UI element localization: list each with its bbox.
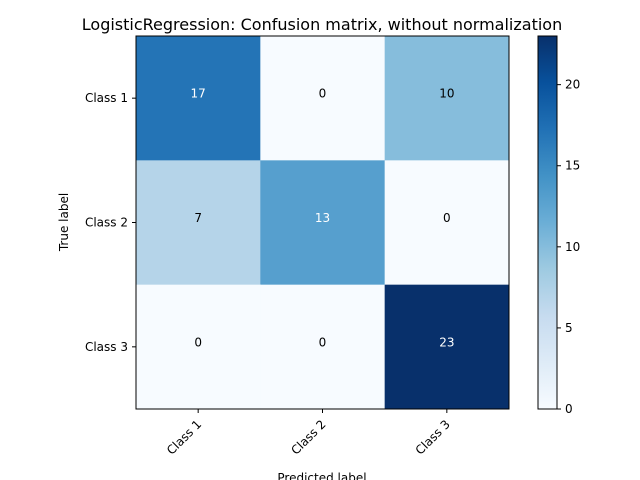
x-tick-label: Class 1 [164,417,204,457]
colorbar-tick-label: 15 [565,159,580,173]
y-tick-label: Class 3 [85,340,128,354]
heatmap-cells [136,36,510,410]
colorbar [537,35,558,410]
heatmap-cell [260,160,386,286]
heatmap-cell [384,160,510,286]
x-axis-label: Predicted label [277,471,366,480]
y-axis-ticks: Class 1 Class 2 Class 3 [85,91,136,354]
heatmap-cell [260,36,386,161]
cell-value-label: 13 [315,211,330,225]
cell-value-label: 0 [194,335,202,349]
cell-value-label: 17 [191,87,206,101]
colorbar-ticks: 0 5 10 15 20 [557,78,580,416]
cell-value-label: 0 [443,211,451,225]
y-tick-label: Class 2 [85,216,128,230]
x-tick-label: Class 3 [413,417,453,457]
heatmap-cell [260,284,386,410]
colorbar-tick-label: 0 [565,402,573,416]
colorbar-tick-label: 10 [565,240,580,254]
heatmap-cell [136,36,261,161]
heatmap-cell [384,284,510,410]
cell-value-label: 10 [439,87,454,101]
colorbar-tick-label: 20 [565,78,580,92]
heatmap-cell [136,160,261,286]
cell-value-label: 23 [439,335,454,349]
heatmap-cell [384,36,510,161]
y-tick-label: Class 1 [85,91,128,105]
colorbar-tick-label: 5 [565,321,573,335]
chart-title: LogisticRegression: Confusion matrix, wi… [82,15,562,34]
cell-value-label: 0 [319,87,327,101]
cell-value-label: 0 [319,335,327,349]
cell-value-label: 7 [194,211,202,225]
cell-value-labels: 17 0 10 7 13 0 0 0 23 [191,87,455,350]
x-tick-label: Class 2 [288,417,328,457]
y-axis-label: True label [57,193,71,252]
heatmap-cell [136,284,261,410]
x-axis-ticks: Class 1 Class 2 Class 3 [164,409,453,458]
